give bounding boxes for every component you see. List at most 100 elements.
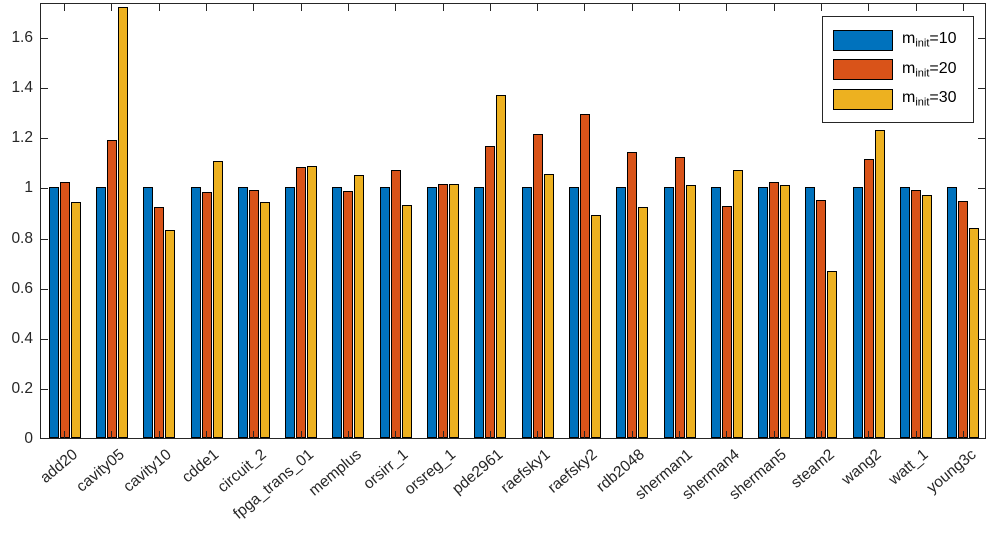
- bar-cdde1-m_init=20: [201, 192, 212, 438]
- bar-memplus-m_init=30: [354, 174, 365, 438]
- x-tick-top: [489, 4, 491, 11]
- x-tick-top: [300, 4, 302, 11]
- x-tick-bottom: [158, 431, 160, 438]
- bar-pde2961-m_init=20: [485, 146, 496, 438]
- bar-sherman5-m_init=20: [769, 182, 780, 438]
- x-tick-label: cavity05: [73, 446, 128, 496]
- y-tick-right: [978, 238, 985, 240]
- bar-young3c-m_init=20: [958, 201, 969, 438]
- y-tick-right: [978, 38, 985, 40]
- legend: minit=10 minit=20 minit=30: [822, 16, 974, 123]
- bar-steam2-m_init=30: [827, 271, 838, 438]
- y-tick-left: [41, 188, 48, 190]
- bar-orsirr_1-m_init=30: [401, 204, 412, 438]
- y-tick-right: [978, 138, 985, 140]
- x-tick-top: [64, 4, 66, 11]
- bar-rdb2048-m_init=20: [627, 152, 638, 438]
- x-tick-bottom: [206, 431, 208, 438]
- bar-wang2-m_init=30: [874, 129, 885, 438]
- x-tick-top: [679, 4, 681, 11]
- x-tick-top: [584, 4, 586, 11]
- bar-cdde1-m_init=10: [190, 187, 201, 438]
- x-tick-top: [253, 4, 255, 11]
- legend-label: minit=20: [902, 59, 957, 80]
- bar-sherman4-m_init=20: [721, 206, 732, 438]
- bar-sherman1-m_init=30: [685, 184, 696, 438]
- legend-swatch: [833, 29, 893, 51]
- bar-steam2-m_init=20: [816, 199, 827, 438]
- y-tick-label: 0.8: [11, 229, 33, 247]
- legend-label: minit=30: [902, 89, 957, 109]
- bar-circuit_2-m_init=10: [237, 187, 248, 438]
- y-tick-label: 1: [24, 179, 33, 197]
- bar-raefsky1-m_init=10: [521, 187, 532, 438]
- bar-pde2961-m_init=30: [496, 94, 507, 438]
- bar-raefsky1-m_init=30: [543, 173, 554, 438]
- bar-fpga_trans_01-m_init=20: [296, 167, 307, 438]
- x-tick-label: raefsky2: [545, 446, 601, 497]
- y-tick-left: [41, 338, 48, 340]
- bar-cavity05-m_init=30: [117, 7, 128, 438]
- x-tick-top: [347, 4, 349, 11]
- x-tick-label: pde2961: [449, 446, 507, 498]
- y-tick-left: [41, 88, 48, 90]
- x-tick-top: [726, 4, 728, 11]
- x-tick-top: [915, 4, 917, 11]
- bar-sherman4-m_init=10: [710, 187, 721, 438]
- x-tick-top: [111, 4, 113, 11]
- x-tick-top: [868, 4, 870, 11]
- x-tick-bottom: [820, 431, 822, 438]
- legend-item: minit=30: [833, 88, 963, 110]
- legend-item: minit=10: [833, 29, 963, 51]
- bar-watt_1-m_init=10: [900, 187, 911, 438]
- x-tick-label: cavity10: [120, 446, 176, 496]
- bar-young3c-m_init=30: [969, 227, 980, 438]
- x-tick-top: [395, 4, 397, 11]
- y-tick-left: [41, 238, 48, 240]
- bar-cavity10-m_init=30: [165, 230, 176, 438]
- bar-orsreg_1-m_init=30: [449, 183, 460, 438]
- bar-sherman4-m_init=30: [732, 169, 743, 438]
- bar-cavity05-m_init=20: [106, 139, 117, 438]
- x-tick-top: [773, 4, 775, 11]
- bar-raefsky2-m_init=20: [579, 113, 590, 438]
- x-tick-top: [158, 4, 160, 11]
- y-tick-right: [978, 188, 985, 190]
- x-tick-bottom: [300, 431, 302, 438]
- bar-wang2-m_init=20: [863, 158, 874, 438]
- x-tick-bottom: [726, 431, 728, 438]
- x-tick-bottom: [915, 431, 917, 438]
- x-tick-label: orsreg_1: [401, 446, 459, 499]
- bar-orsirr_1-m_init=10: [379, 187, 390, 438]
- y-tick-left: [41, 138, 48, 140]
- y-tick-right: [978, 88, 985, 90]
- bar-circuit_2-m_init=30: [259, 202, 270, 438]
- x-tick-top: [631, 4, 633, 11]
- bar-fpga_trans_01-m_init=10: [285, 187, 296, 438]
- bar-sherman5-m_init=10: [758, 187, 769, 438]
- x-tick-bottom: [631, 431, 633, 438]
- x-tick-bottom: [347, 431, 349, 438]
- bar-orsreg_1-m_init=20: [438, 183, 449, 438]
- y-tick-label: 0.6: [11, 279, 33, 297]
- bar-cavity10-m_init=20: [154, 207, 165, 438]
- bar-sherman1-m_init=20: [674, 157, 685, 438]
- x-tick-label: raefsky1: [497, 446, 554, 497]
- y-tick-right: [978, 388, 985, 390]
- x-tick-bottom: [395, 431, 397, 438]
- bar-raefsky2-m_init=30: [590, 215, 601, 438]
- x-tick-top: [962, 4, 964, 11]
- bar-cdde1-m_init=30: [212, 161, 223, 438]
- bar-add20-m_init=20: [59, 182, 70, 438]
- y-tick-right: [978, 288, 985, 290]
- legend-item: minit=20: [833, 59, 963, 80]
- y-tick-label: 0: [24, 430, 33, 447]
- bar-add20-m_init=30: [70, 202, 81, 438]
- x-tick-bottom: [962, 431, 964, 438]
- bar-pde2961-m_init=10: [474, 187, 485, 438]
- x-tick-top: [206, 4, 208, 11]
- legend-swatch: [833, 59, 893, 80]
- bar-sherman1-m_init=10: [663, 187, 674, 438]
- x-tick-label: young3c: [923, 446, 980, 497]
